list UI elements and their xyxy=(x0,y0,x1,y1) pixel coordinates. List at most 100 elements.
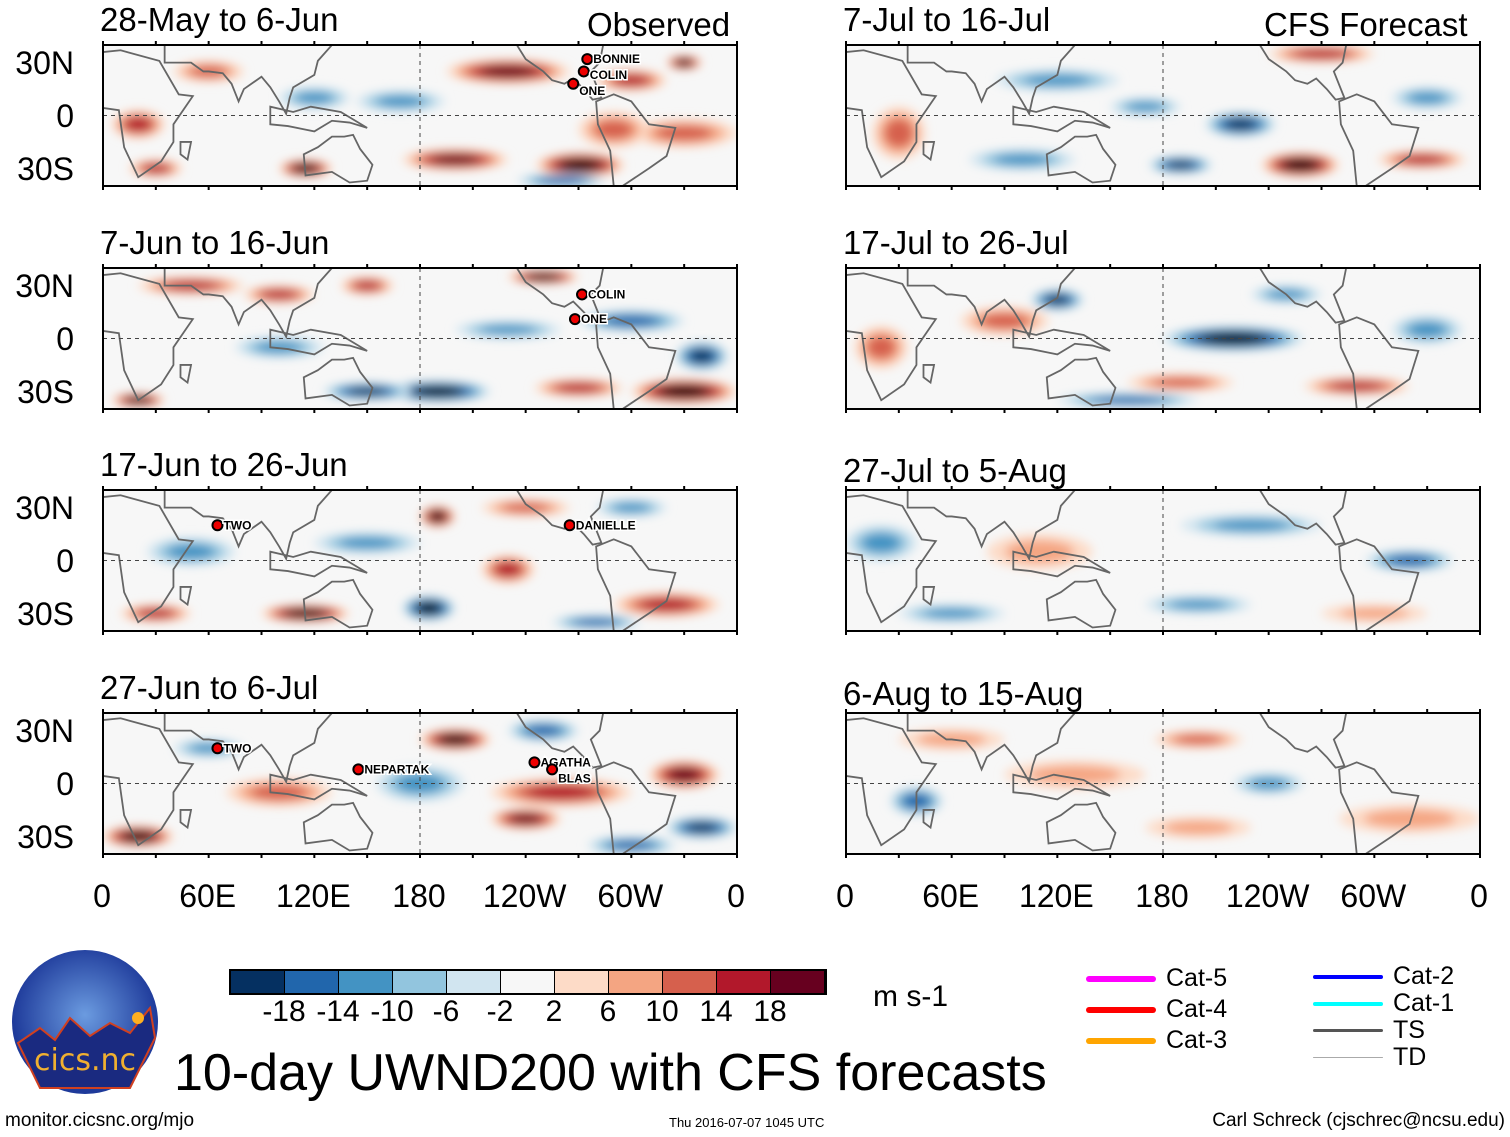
coastline xyxy=(103,717,195,847)
lon-label: 180 xyxy=(1135,878,1189,914)
coastline xyxy=(163,45,334,117)
anomaly-contour xyxy=(981,313,1028,329)
colorbar-label: 6 xyxy=(599,995,617,1028)
legend-line xyxy=(1086,1037,1156,1044)
legend-label: Cat-1 xyxy=(1393,989,1455,1017)
map-panel xyxy=(845,486,1481,635)
storm-marker xyxy=(577,65,590,78)
legend-label: Cat-2 xyxy=(1393,962,1455,990)
legend-line xyxy=(1313,1057,1383,1058)
lat-label: 30N xyxy=(15,490,74,526)
anomaly-contour xyxy=(502,502,550,513)
legend-label: TS xyxy=(1393,1016,1425,1044)
anomaly-contour xyxy=(561,159,599,170)
legend-label: Cat-4 xyxy=(1166,995,1228,1023)
coastline xyxy=(1338,93,1420,186)
storm-marker xyxy=(563,519,576,532)
anomaly-contour xyxy=(686,822,718,833)
map-panel: COLIN ONE xyxy=(102,264,738,413)
coastline xyxy=(922,586,936,607)
storm-label: TWO xyxy=(223,518,251,532)
colorbar-label: -18 xyxy=(262,995,306,1028)
coastline xyxy=(103,494,195,624)
coastline xyxy=(1338,538,1420,631)
anomaly-contour xyxy=(354,281,380,290)
colorbar-swatch xyxy=(609,971,663,993)
anomaly-contour xyxy=(123,831,153,841)
coastline xyxy=(906,45,1077,117)
colorbar-swatch xyxy=(555,971,609,993)
lon-label: 0 xyxy=(727,878,745,914)
anomaly-contour xyxy=(862,533,901,553)
legend-item: TS xyxy=(1313,1016,1425,1045)
anomaly-contour xyxy=(510,814,542,824)
coastline xyxy=(1338,761,1420,854)
lat-label: 30S xyxy=(17,819,74,855)
lat-label: 30N xyxy=(15,713,74,749)
anomaly-contour xyxy=(1408,92,1446,104)
storm-marker xyxy=(211,519,224,532)
lon-label: 60E xyxy=(922,878,980,914)
anomaly-contour xyxy=(1152,377,1209,388)
coastline xyxy=(179,141,193,162)
panel-title: 17-Jul to 26-Jul xyxy=(843,224,1069,261)
anomaly-contour xyxy=(606,315,657,326)
legend-item: Cat-4 xyxy=(1086,995,1227,1024)
coastline xyxy=(922,364,936,385)
legend-label: TD xyxy=(1393,1043,1427,1071)
footer-timestamp: Thu 2016-07-07 1045 UTC xyxy=(669,1115,825,1130)
storm-label: COLIN xyxy=(588,287,625,301)
colorbar xyxy=(229,969,827,995)
anomaly-contour xyxy=(1094,396,1162,404)
storm-label: BONNIE xyxy=(593,52,640,66)
storm-marker xyxy=(546,763,559,776)
colorbar-label: -10 xyxy=(370,995,414,1028)
lon-label: 120E xyxy=(275,878,351,914)
anomaly-contour xyxy=(167,544,215,560)
coastline xyxy=(103,272,195,402)
lon-label: 0 xyxy=(93,878,111,914)
coastline xyxy=(1012,328,1111,356)
coastline xyxy=(1258,268,1348,324)
units-label: m s-1 xyxy=(873,980,948,1013)
anomaly-contour xyxy=(1284,159,1317,170)
storm-label: ONE xyxy=(581,312,607,326)
anomaly-contour xyxy=(594,120,633,139)
coastline xyxy=(595,761,677,854)
lat-label: 30S xyxy=(17,151,74,187)
colorbar-label: 2 xyxy=(545,995,563,1028)
coastline xyxy=(922,141,936,162)
panel-title: 7-Jun to 16-Jun xyxy=(100,224,330,261)
coastline xyxy=(515,713,605,769)
legend-item: Cat-2 xyxy=(1313,962,1454,991)
anomaly-contour xyxy=(480,66,536,77)
legend-item: Cat-5 xyxy=(1086,964,1227,993)
coastline xyxy=(269,105,368,133)
storm-label: DANIELLE xyxy=(576,518,636,532)
panel-title: 6-Aug to 15-Aug xyxy=(843,675,1084,712)
colorbar-label: 18 xyxy=(753,995,787,1028)
coastline xyxy=(595,93,677,186)
map-panel: BONNIE COLIN ONE xyxy=(102,41,738,190)
coastline xyxy=(1012,550,1111,578)
colorbar-label: 10 xyxy=(645,995,679,1028)
observed-label: Observed xyxy=(587,6,731,43)
coastline xyxy=(595,316,677,409)
anomaly-contour xyxy=(430,512,445,521)
anomaly-contour xyxy=(347,387,387,396)
map-panel xyxy=(845,264,1481,413)
footer-url[interactable]: monitor.cicsnc.org/mjo xyxy=(5,1110,195,1131)
coastline xyxy=(1258,45,1348,101)
colorbar-label: -14 xyxy=(316,995,360,1028)
coastline xyxy=(269,550,368,578)
anomaly-contour xyxy=(1408,322,1446,338)
map-panel xyxy=(845,709,1481,858)
storm-label: COLIN xyxy=(590,68,627,82)
legend-item: Cat-1 xyxy=(1313,989,1454,1018)
coastline xyxy=(163,268,334,340)
coastline xyxy=(1045,356,1117,407)
coastline xyxy=(163,490,334,562)
lat-label: 0 xyxy=(56,98,74,134)
lon-label: 120W xyxy=(1225,878,1310,914)
